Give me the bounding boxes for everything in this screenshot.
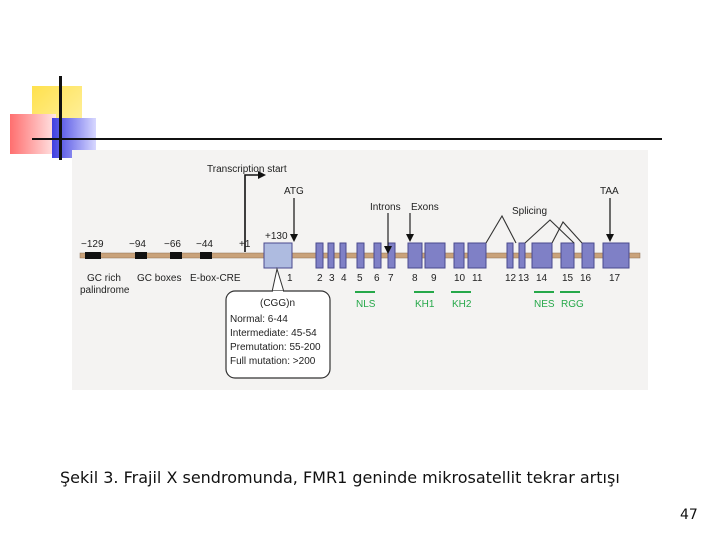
domain-label: KH1 [415, 299, 435, 310]
domain-label: RGG [561, 299, 584, 310]
exons-label: Exons [411, 202, 439, 213]
promoter-box [170, 252, 182, 259]
splicing-line [485, 214, 517, 244]
exon-14 [531, 242, 553, 269]
cgg-box-line: Intermediate: 45-54 [230, 328, 317, 339]
cgg-box-line: Premutation: 55-200 [230, 342, 321, 353]
decor-vertical-line [59, 76, 62, 160]
exon-number: 10 [454, 273, 466, 284]
exon-4 [339, 242, 347, 269]
exon-11 [467, 242, 487, 269]
position-label: −44 [196, 239, 213, 250]
exon-6 [373, 242, 382, 269]
exons-pointer-head [406, 234, 414, 242]
exon-number: 15 [562, 273, 574, 284]
exon-number: 6 [374, 273, 380, 284]
exon-10 [453, 242, 465, 269]
decor-horizontal-line [32, 138, 662, 140]
exon-number: 1 [287, 273, 293, 284]
exon-number: 16 [580, 273, 592, 284]
exon-number: 8 [412, 273, 418, 284]
exon-number: 11 [472, 273, 483, 284]
exon-number: 5 [357, 273, 363, 284]
fmr1-gene-diagram: Transcription start ATG Introns Exons Sp… [72, 150, 648, 390]
exon-2 [315, 242, 324, 269]
atg-arrowhead [290, 234, 298, 242]
exon-16 [581, 242, 595, 269]
exon-7 [387, 242, 396, 269]
splicing-line [524, 219, 575, 244]
exon-number: 14 [536, 273, 548, 284]
position-label: −94 [129, 239, 146, 250]
fmr1-gene-svg: Transcription start ATG Introns Exons Sp… [72, 150, 648, 390]
splicing-label: Splicing [512, 206, 547, 217]
splicing-line [551, 221, 583, 244]
introns-label: Introns [370, 202, 401, 213]
atg-label: ATG [284, 186, 304, 197]
exon-8 [407, 242, 423, 269]
exon-number: 12 [505, 273, 517, 284]
promoter-label: GC rich [87, 273, 121, 284]
exon-1 [263, 242, 293, 269]
exon-number: 17 [609, 273, 621, 284]
exon-15 [560, 242, 575, 269]
position-label: −66 [164, 239, 181, 250]
figure-background [72, 150, 648, 390]
cgg-box-line: Normal: 6-44 [230, 314, 288, 325]
promoter-label: palindrome [80, 285, 130, 296]
exon-17 [602, 242, 630, 269]
position-label: −129 [81, 239, 104, 250]
decor-red-square [10, 114, 56, 154]
domain-label: NES [534, 299, 555, 310]
exon-number: 9 [431, 273, 437, 284]
promoter-box [135, 252, 147, 259]
promoter-box [200, 252, 212, 259]
taa-label: TAA [600, 186, 619, 197]
introns-pointer-head [384, 246, 392, 254]
transcription-start-arrowhead [258, 171, 266, 179]
exon-3 [327, 242, 335, 269]
promoter-label: E-box-CRE [190, 273, 241, 284]
figure-caption: Şekil 3. Frajil X sendromunda, FMR1 geni… [60, 468, 620, 487]
domain-label: NLS [356, 299, 376, 310]
exon-13 [518, 242, 526, 269]
exon-number: 3 [329, 273, 335, 284]
exon-12 [506, 242, 514, 269]
taa-arrowhead [606, 234, 614, 242]
exon-number: 4 [341, 273, 347, 284]
transcription-start-arrow [244, 174, 262, 252]
exon-number: 2 [317, 273, 323, 284]
promoter-label: GC boxes [137, 273, 181, 284]
exon-number: 13 [518, 273, 530, 284]
domain-label: KH2 [452, 299, 472, 310]
cgg-box-title: (CGG)n [260, 298, 295, 309]
position-plus130: +130 [265, 231, 288, 242]
cgg-box-line: Full mutation: >200 [230, 356, 316, 367]
transcription-start-label: Transcription start [207, 164, 287, 175]
promoter-box [85, 252, 101, 259]
position-label: +1 [239, 239, 251, 250]
exon-5 [356, 242, 365, 269]
exon-number: 7 [388, 273, 394, 284]
exon-9 [424, 242, 446, 269]
page-number: 47 [680, 507, 698, 523]
